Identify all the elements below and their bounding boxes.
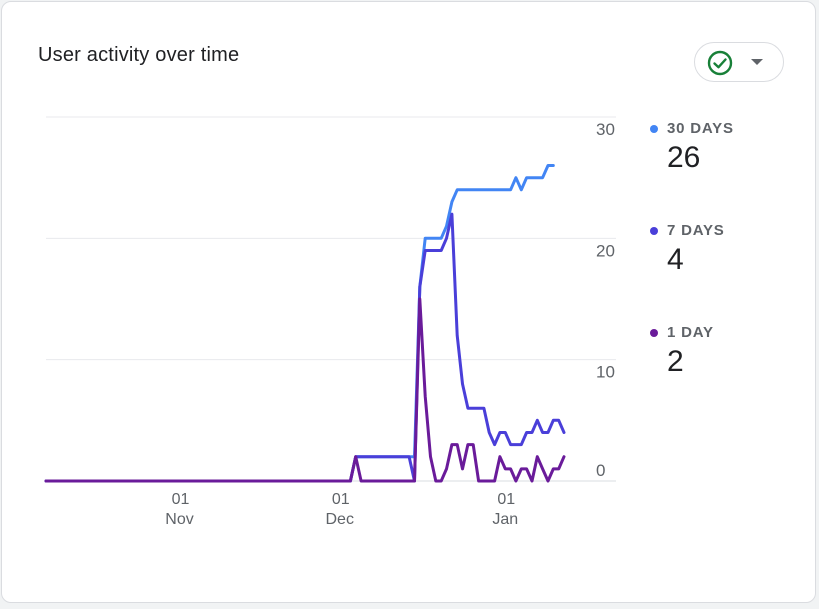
status-dropdown-button[interactable] — [694, 42, 784, 82]
check-circle-icon — [707, 50, 733, 76]
legend-label-row: 30 DAYS — [650, 120, 734, 137]
legend-value: 4 — [667, 243, 684, 276]
legend-item: 1 DAY 2 — [650, 324, 714, 379]
legend-item: 30 DAYS 26 — [650, 120, 734, 175]
x-tick-month: Dec — [325, 511, 353, 528]
x-tick-month: Nov — [165, 511, 193, 528]
y-tick-label: 0 — [596, 461, 605, 480]
legend-value: 2 — [667, 345, 684, 378]
legend-label-row: 1 DAY — [650, 324, 714, 341]
caret-down-icon — [751, 59, 763, 65]
legend-dot-icon — [650, 226, 658, 235]
legend-label-row: 7 DAYS — [650, 222, 725, 239]
legend-value: 26 — [667, 141, 701, 174]
card-title: User activity over time — [38, 44, 240, 66]
x-tick-month: Jan — [492, 511, 518, 528]
legend-dot-icon — [650, 328, 658, 337]
x-tick-day: 01 — [497, 491, 515, 508]
legend-label: 30 DAYS — [667, 120, 734, 137]
y-tick-label: 20 — [596, 241, 615, 260]
x-tick-day: 01 — [332, 491, 350, 508]
x-tick-day: 01 — [172, 491, 190, 508]
legend-item: 7 DAYS 4 — [650, 222, 725, 277]
y-tick-label: 10 — [596, 363, 615, 382]
series-line-30-days — [44, 164, 555, 483]
y-tick-label: 30 — [596, 120, 615, 139]
series-line-7-days — [44, 212, 566, 483]
legend-label: 1 DAY — [667, 324, 714, 341]
legend-dot-icon — [650, 124, 658, 133]
series-line-1-day — [44, 297, 566, 483]
legend-label: 7 DAYS — [667, 222, 725, 239]
